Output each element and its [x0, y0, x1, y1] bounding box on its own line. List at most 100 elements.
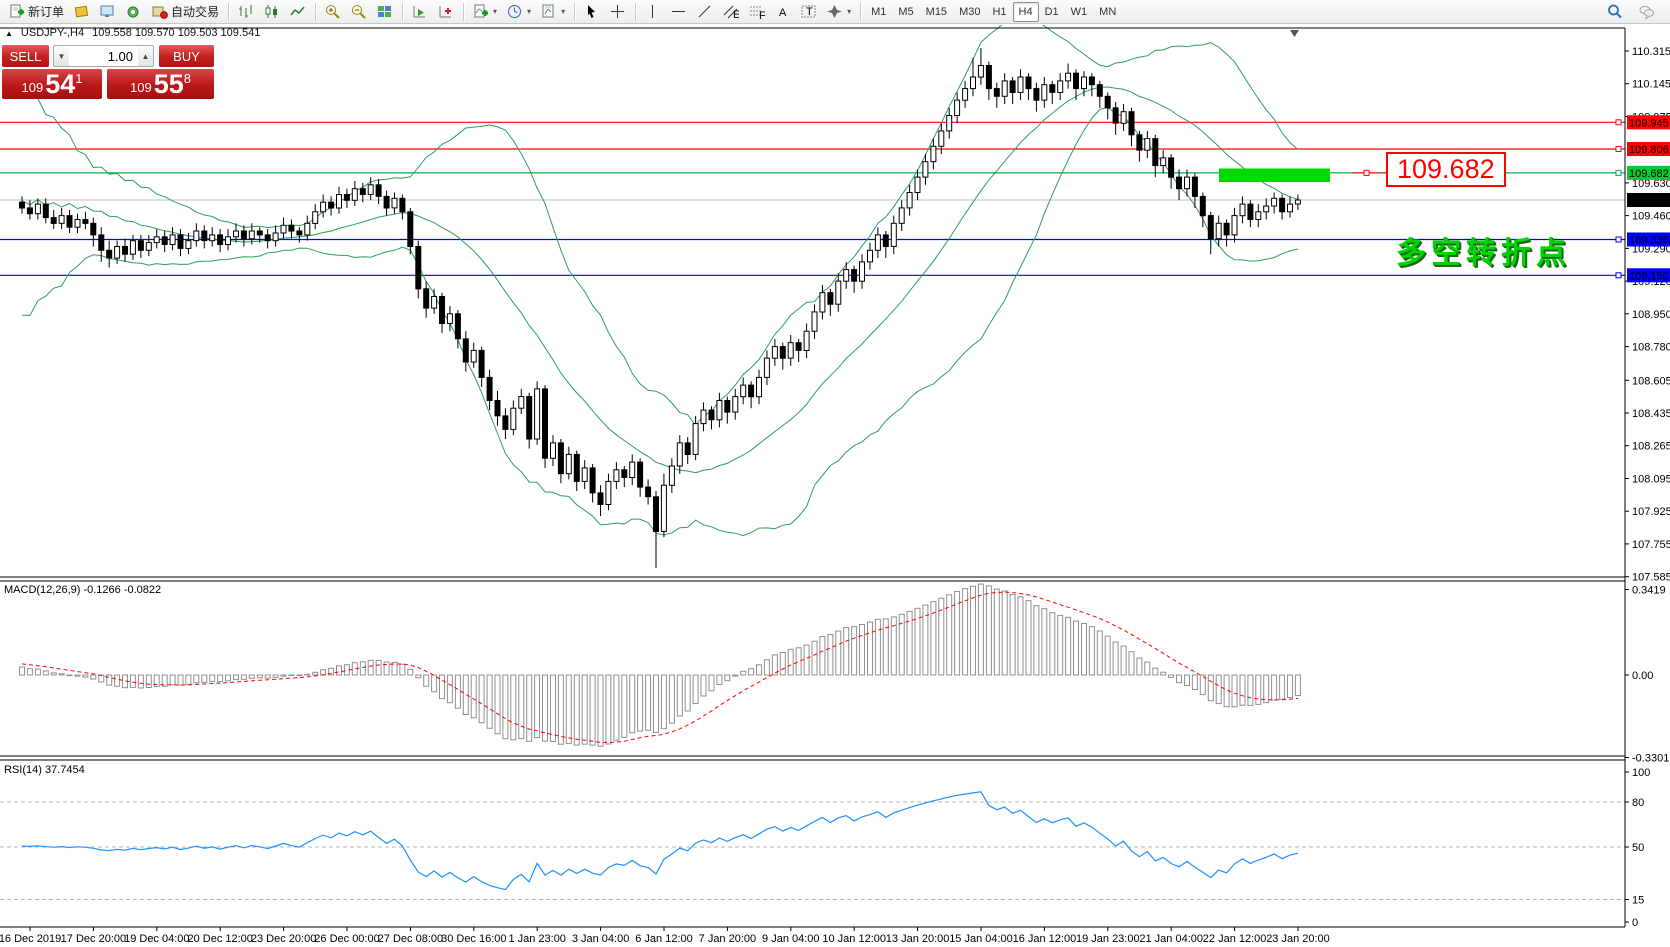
chart-symbol-title: ▲ USDJPY-,H4 109.558 109.570 109.503 109… [5, 27, 260, 39]
candle-body [177, 234, 184, 249]
search-button[interactable] [1602, 1, 1628, 22]
zoom-in-button[interactable] [320, 1, 346, 22]
candle-body [597, 492, 604, 505]
macd-histogram-bar [233, 674, 239, 681]
sell-price-button[interactable]: 109 54 1 [2, 69, 102, 99]
macd-histogram-bar [1199, 674, 1206, 696]
templates-button[interactable]: ▾ [536, 1, 570, 22]
price-tick-label: 108.095 [1632, 474, 1670, 486]
hline-handle[interactable] [1615, 169, 1622, 176]
chart-shift-marker[interactable] [1290, 30, 1299, 37]
macd-histogram-bar [391, 661, 398, 676]
price-axis[interactable]: 110.315110.145109.975109.630109.460109.2… [1615, 46, 1670, 929]
macd-histogram-bar [66, 674, 73, 677]
chart-canvas[interactable]: 110.315110.145109.975109.630109.460109.2… [0, 25, 1670, 947]
macd-histogram-bar [494, 674, 501, 735]
candle-body [336, 194, 342, 209]
hline-handle[interactable] [1615, 119, 1622, 126]
price-tick-label: 109.460 [1632, 211, 1670, 223]
autotrading-button[interactable]: 自动交易 [147, 1, 224, 22]
autoscroll-icon [413, 5, 426, 17]
candle-body [359, 188, 366, 195]
chevron-down-icon[interactable]: ▾ [561, 7, 566, 16]
macd-histogram-bar [470, 674, 477, 719]
macd-histogram-bar [1176, 674, 1182, 684]
cursor-button[interactable] [579, 1, 605, 22]
candlestick-chart-button[interactable] [259, 1, 285, 22]
hline-handle[interactable] [1615, 236, 1622, 243]
timeframe-w1-button[interactable]: W1 [1070, 5, 1088, 18]
candle-body [938, 130, 945, 147]
timeframe-mn-button[interactable]: MN [1099, 5, 1117, 18]
indicators-button[interactable]: ▾ [468, 1, 502, 22]
arrows-button[interactable]: ▾ [822, 1, 856, 22]
macd-histogram-bar [589, 674, 596, 746]
hline-handle[interactable] [1615, 146, 1622, 152]
macd-histogram-bar [803, 644, 810, 676]
chart-window[interactable]: 110.315110.145109.975109.630109.460109.2… [0, 25, 1670, 947]
chevron-down-icon[interactable]: ▾ [847, 7, 852, 16]
horizontal-line-button[interactable] [666, 1, 692, 22]
chevron-down-icon[interactable]: ▾ [527, 7, 532, 16]
macd-histogram-bar [423, 674, 430, 687]
new-order-button[interactable]: 新订单 [4, 1, 69, 22]
metaeditor-button[interactable] [69, 1, 95, 22]
zoom-out-button[interactable] [346, 1, 372, 22]
text-button[interactable]: A [770, 1, 796, 22]
buy-price-button[interactable]: 109 55 8 [107, 69, 214, 99]
volume-input[interactable]: 1.00 [107, 48, 133, 64]
candle-body [1025, 76, 1032, 90]
price-tick-label: 108.435 [1632, 408, 1670, 420]
timeframe-h4-button[interactable]: H4 [1012, 1, 1039, 22]
crosshair-button[interactable] [605, 1, 631, 22]
market-watch-button[interactable] [95, 1, 121, 22]
pivot-point-annotation[interactable]: 多空转折点 [1396, 236, 1571, 271]
time-tick-label: 19 Jan 23:00 [1076, 933, 1140, 945]
periods-button[interactable]: ▾ [502, 1, 536, 22]
bar-chart-button[interactable] [233, 1, 259, 22]
candle-body [494, 400, 501, 417]
timeframe-m5-button[interactable]: M5 [898, 5, 914, 18]
equidistant-channel-button[interactable]: E [718, 1, 744, 22]
chart-shift-button[interactable] [433, 1, 459, 22]
timeframe-m15-button[interactable]: M15 [925, 5, 948, 18]
green-zone-annotation[interactable] [1219, 168, 1330, 183]
candle-body [288, 224, 295, 232]
chevron-down-icon[interactable]: ▾ [493, 7, 498, 16]
tile-windows-button[interactable] [372, 1, 398, 22]
line-chart-button[interactable] [285, 1, 311, 22]
time-tick-label: 6 Jan 12:00 [635, 933, 693, 945]
candle-body [193, 230, 200, 242]
macd-histogram-bar [882, 618, 889, 676]
text-label-button[interactable]: T [796, 1, 822, 22]
candle-body [882, 234, 889, 247]
timeframe-m1-button[interactable]: M1 [871, 5, 887, 18]
trendline-button[interactable] [692, 1, 718, 22]
candle-body [1033, 88, 1040, 101]
sell-button[interactable]: SELL [2, 45, 49, 67]
macd-histogram-bar [129, 674, 136, 688]
price-annotation-box[interactable]: 109.682 [1386, 152, 1506, 187]
volume-decrease-button[interactable]: ▼ [54, 46, 69, 66]
annotation-anchor [1363, 169, 1370, 176]
timeframe-h1-button[interactable]: H1 [992, 5, 1007, 18]
vertical-line-button[interactable] [640, 1, 666, 22]
buy-button[interactable]: BUY [159, 45, 214, 67]
timeframe-d1-button[interactable]: D1 [1044, 5, 1059, 18]
volume-increase-button[interactable]: ▲ [138, 46, 153, 66]
auto-scroll-button[interactable] [407, 1, 433, 22]
hline-handle[interactable] [1615, 272, 1622, 279]
timeframe-m30-button[interactable]: M30 [959, 5, 981, 18]
signals-button[interactable] [121, 1, 147, 22]
rsi-indicator-label: RSI(14) 37.7454 [4, 764, 85, 776]
time-tick-label: 10 Jan 12:00 [822, 933, 886, 945]
chat-button[interactable] [1634, 1, 1660, 22]
rsi-pane [0, 791, 1625, 900]
macd-histogram-bar [1247, 674, 1254, 706]
clock-icon [508, 4, 522, 18]
candle-body [272, 232, 279, 242]
macd-histogram-bar [169, 674, 176, 686]
fibonacci-button[interactable]: F [744, 1, 770, 22]
macd-histogram-bar [605, 674, 612, 745]
